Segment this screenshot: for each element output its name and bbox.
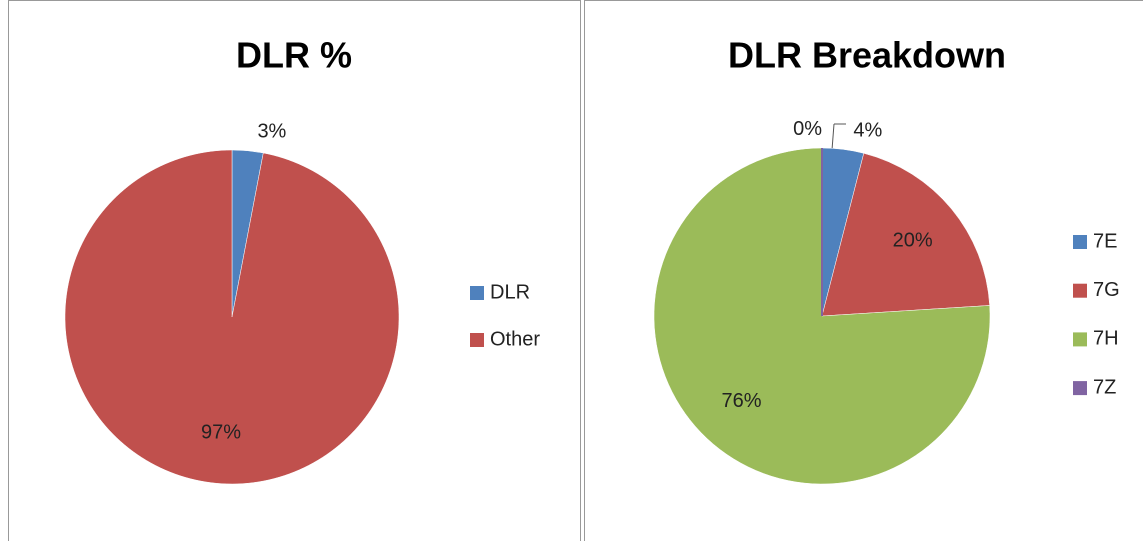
legend-label: 7E <box>1093 230 1117 252</box>
legend-label: Other <box>490 328 540 350</box>
data-label: 20% <box>893 229 933 251</box>
data-label: 0% <box>793 118 822 140</box>
data-label: 97% <box>201 422 241 444</box>
legend-swatch <box>1073 332 1087 347</box>
data-label: 3% <box>257 121 286 143</box>
data-label: 4% <box>853 119 882 141</box>
leader-line <box>831 123 835 151</box>
legend-swatch <box>1073 381 1087 396</box>
legend-swatch <box>470 333 484 347</box>
pie-slice <box>821 152 990 317</box>
legend-label: 7H <box>1093 328 1119 350</box>
legend-swatch <box>1073 283 1087 298</box>
legend-label: DLR <box>490 281 530 303</box>
chart-title: DLR % <box>236 35 352 76</box>
pie-slice <box>64 149 400 485</box>
legend-label: 7Z <box>1093 376 1116 398</box>
pie-slice <box>653 147 991 485</box>
legend-label: 7G <box>1093 279 1120 301</box>
data-label: 76% <box>721 390 761 412</box>
legend-swatch <box>470 286 484 300</box>
legend-swatch <box>1073 235 1087 249</box>
chart-title: DLR Breakdown <box>728 35 1006 76</box>
